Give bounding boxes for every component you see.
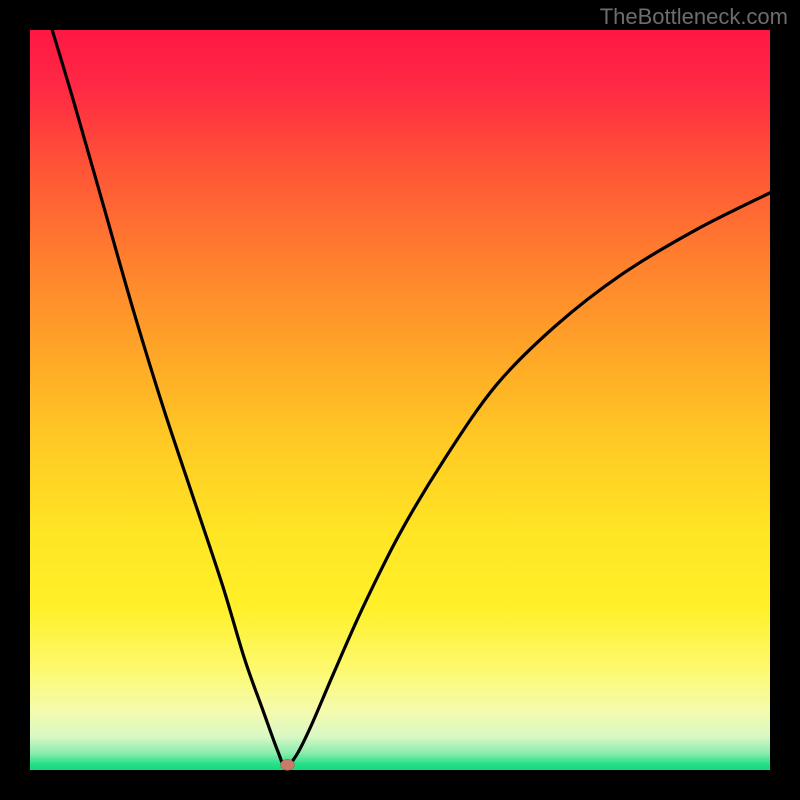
chart-plot-area — [30, 30, 770, 770]
chart-container: TheBottleneck.com — [0, 0, 800, 800]
watermark-text: TheBottleneck.com — [600, 4, 788, 30]
bottleneck-chart — [0, 0, 800, 800]
optimal-point-marker — [281, 759, 295, 770]
